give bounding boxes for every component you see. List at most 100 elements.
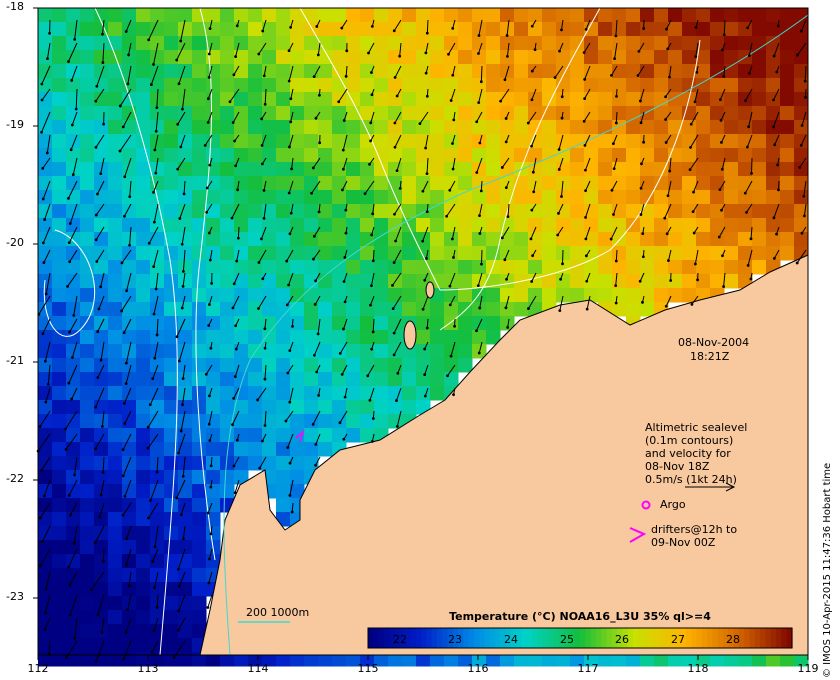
sst-cell: [640, 162, 655, 177]
sst-cell: [626, 106, 641, 121]
arrow-head: [614, 259, 618, 263]
sst-cell: [234, 288, 249, 303]
sst-cell: [52, 148, 67, 163]
sst-cell: [458, 652, 473, 667]
sst-cell: [458, 204, 473, 219]
sst-cell: [430, 344, 445, 359]
argo-marker: [641, 500, 651, 510]
arrow-head: [664, 118, 667, 121]
sst-cell: [234, 316, 249, 331]
sst-cell: [122, 218, 137, 233]
sst-cell: [164, 232, 179, 247]
arrow-head: [504, 140, 508, 144]
sst-cell: [262, 36, 277, 51]
sst-cell: [192, 498, 207, 513]
velocity-arrow: [315, 272, 321, 282]
sst-cell: [654, 652, 669, 667]
sst-cell: [206, 386, 221, 401]
sst-cell: [416, 386, 431, 401]
sst-cell: [500, 162, 515, 177]
sst-cell: [136, 582, 151, 597]
arrow-head: [530, 208, 534, 212]
arrow-head: [68, 222, 72, 225]
sst-cell: [206, 344, 221, 359]
sst-cell: [38, 624, 53, 639]
sst-cell: [388, 218, 403, 233]
sst-cell: [696, 120, 711, 135]
arrow-head: [665, 27, 668, 31]
colorbar-step: [712, 628, 719, 648]
velocity-arrow: [500, 88, 510, 102]
arrow-head: [147, 241, 151, 245]
sst-cell: [192, 554, 207, 569]
arrow-head: [504, 117, 508, 120]
velocity-arrow: [182, 456, 186, 477]
sst-cell: [178, 652, 193, 667]
arrow-head: [43, 359, 47, 363]
velocity-arrow: [47, 364, 51, 385]
arrow-head: [99, 172, 103, 176]
sst-cell: [150, 344, 165, 359]
velocity-arrow: [208, 571, 213, 584]
sst-cell: [556, 8, 571, 23]
velocity-arrow: [150, 65, 159, 85]
sst-cell: [416, 50, 431, 65]
velocity-arrow: [289, 341, 294, 351]
sst-cell: [752, 176, 767, 191]
arrow-head: [504, 306, 508, 310]
sst-cell: [94, 92, 109, 107]
sst-cell: [612, 106, 627, 121]
velocity-arrow: [180, 19, 186, 42]
sst-cell: [234, 78, 249, 93]
sst-cell: [360, 190, 375, 205]
sst-cell: [682, 246, 697, 261]
velocity-arrow: [125, 617, 132, 633]
sst-cell: [178, 414, 193, 429]
arrow-head: [123, 175, 127, 179]
arrow-head: [152, 629, 156, 633]
sst-cell: [444, 246, 459, 261]
velocity-arrow: [234, 479, 240, 493]
velocity-arrow: [478, 19, 483, 36]
velocity-arrow: [746, 203, 753, 213]
sst-cell: [360, 652, 375, 667]
sealevel-contour: [439, 7, 601, 331]
sst-cell: [206, 8, 221, 23]
sst-cell: [668, 8, 683, 23]
velocity-arrow: [664, 203, 672, 219]
sst-cell: [472, 148, 487, 163]
sst-cell: [332, 148, 347, 163]
colorbar-tick: 28: [726, 633, 740, 646]
sst-cell: [724, 22, 739, 37]
sst-cell: [654, 106, 669, 121]
sst-cell: [430, 260, 445, 275]
velocity-arrow: [504, 65, 510, 80]
sst-cell: [164, 610, 179, 625]
sst-cell: [444, 260, 459, 275]
sst-cell: [108, 568, 123, 583]
arrow-head: [209, 464, 213, 468]
velocity-arrow: [554, 65, 564, 78]
velocity-arrow: [343, 318, 348, 330]
velocity-arrow: [394, 203, 402, 215]
arrow-head: [73, 37, 77, 41]
velocity-arrow: [311, 180, 321, 194]
sst-cell: [682, 190, 697, 205]
arrow-head: [449, 354, 453, 358]
sst-cell: [528, 36, 543, 51]
sst-cell: [164, 288, 179, 303]
velocity-arrow: [148, 226, 159, 244]
arrow-head: [40, 82, 44, 86]
colorbar-step: [664, 628, 671, 648]
sst-cell: [752, 64, 767, 79]
velocity-arrow: [47, 42, 51, 59]
sst-cell: [430, 316, 445, 331]
sst-cell: [234, 456, 249, 471]
sst-cell: [612, 246, 627, 261]
sst-cell: [346, 428, 361, 443]
sst-cell: [612, 302, 627, 317]
velocity-arrow: [392, 272, 402, 286]
sst-cell: [52, 624, 67, 639]
sst-cell: [66, 218, 81, 233]
velocity-arrow: [95, 226, 105, 241]
